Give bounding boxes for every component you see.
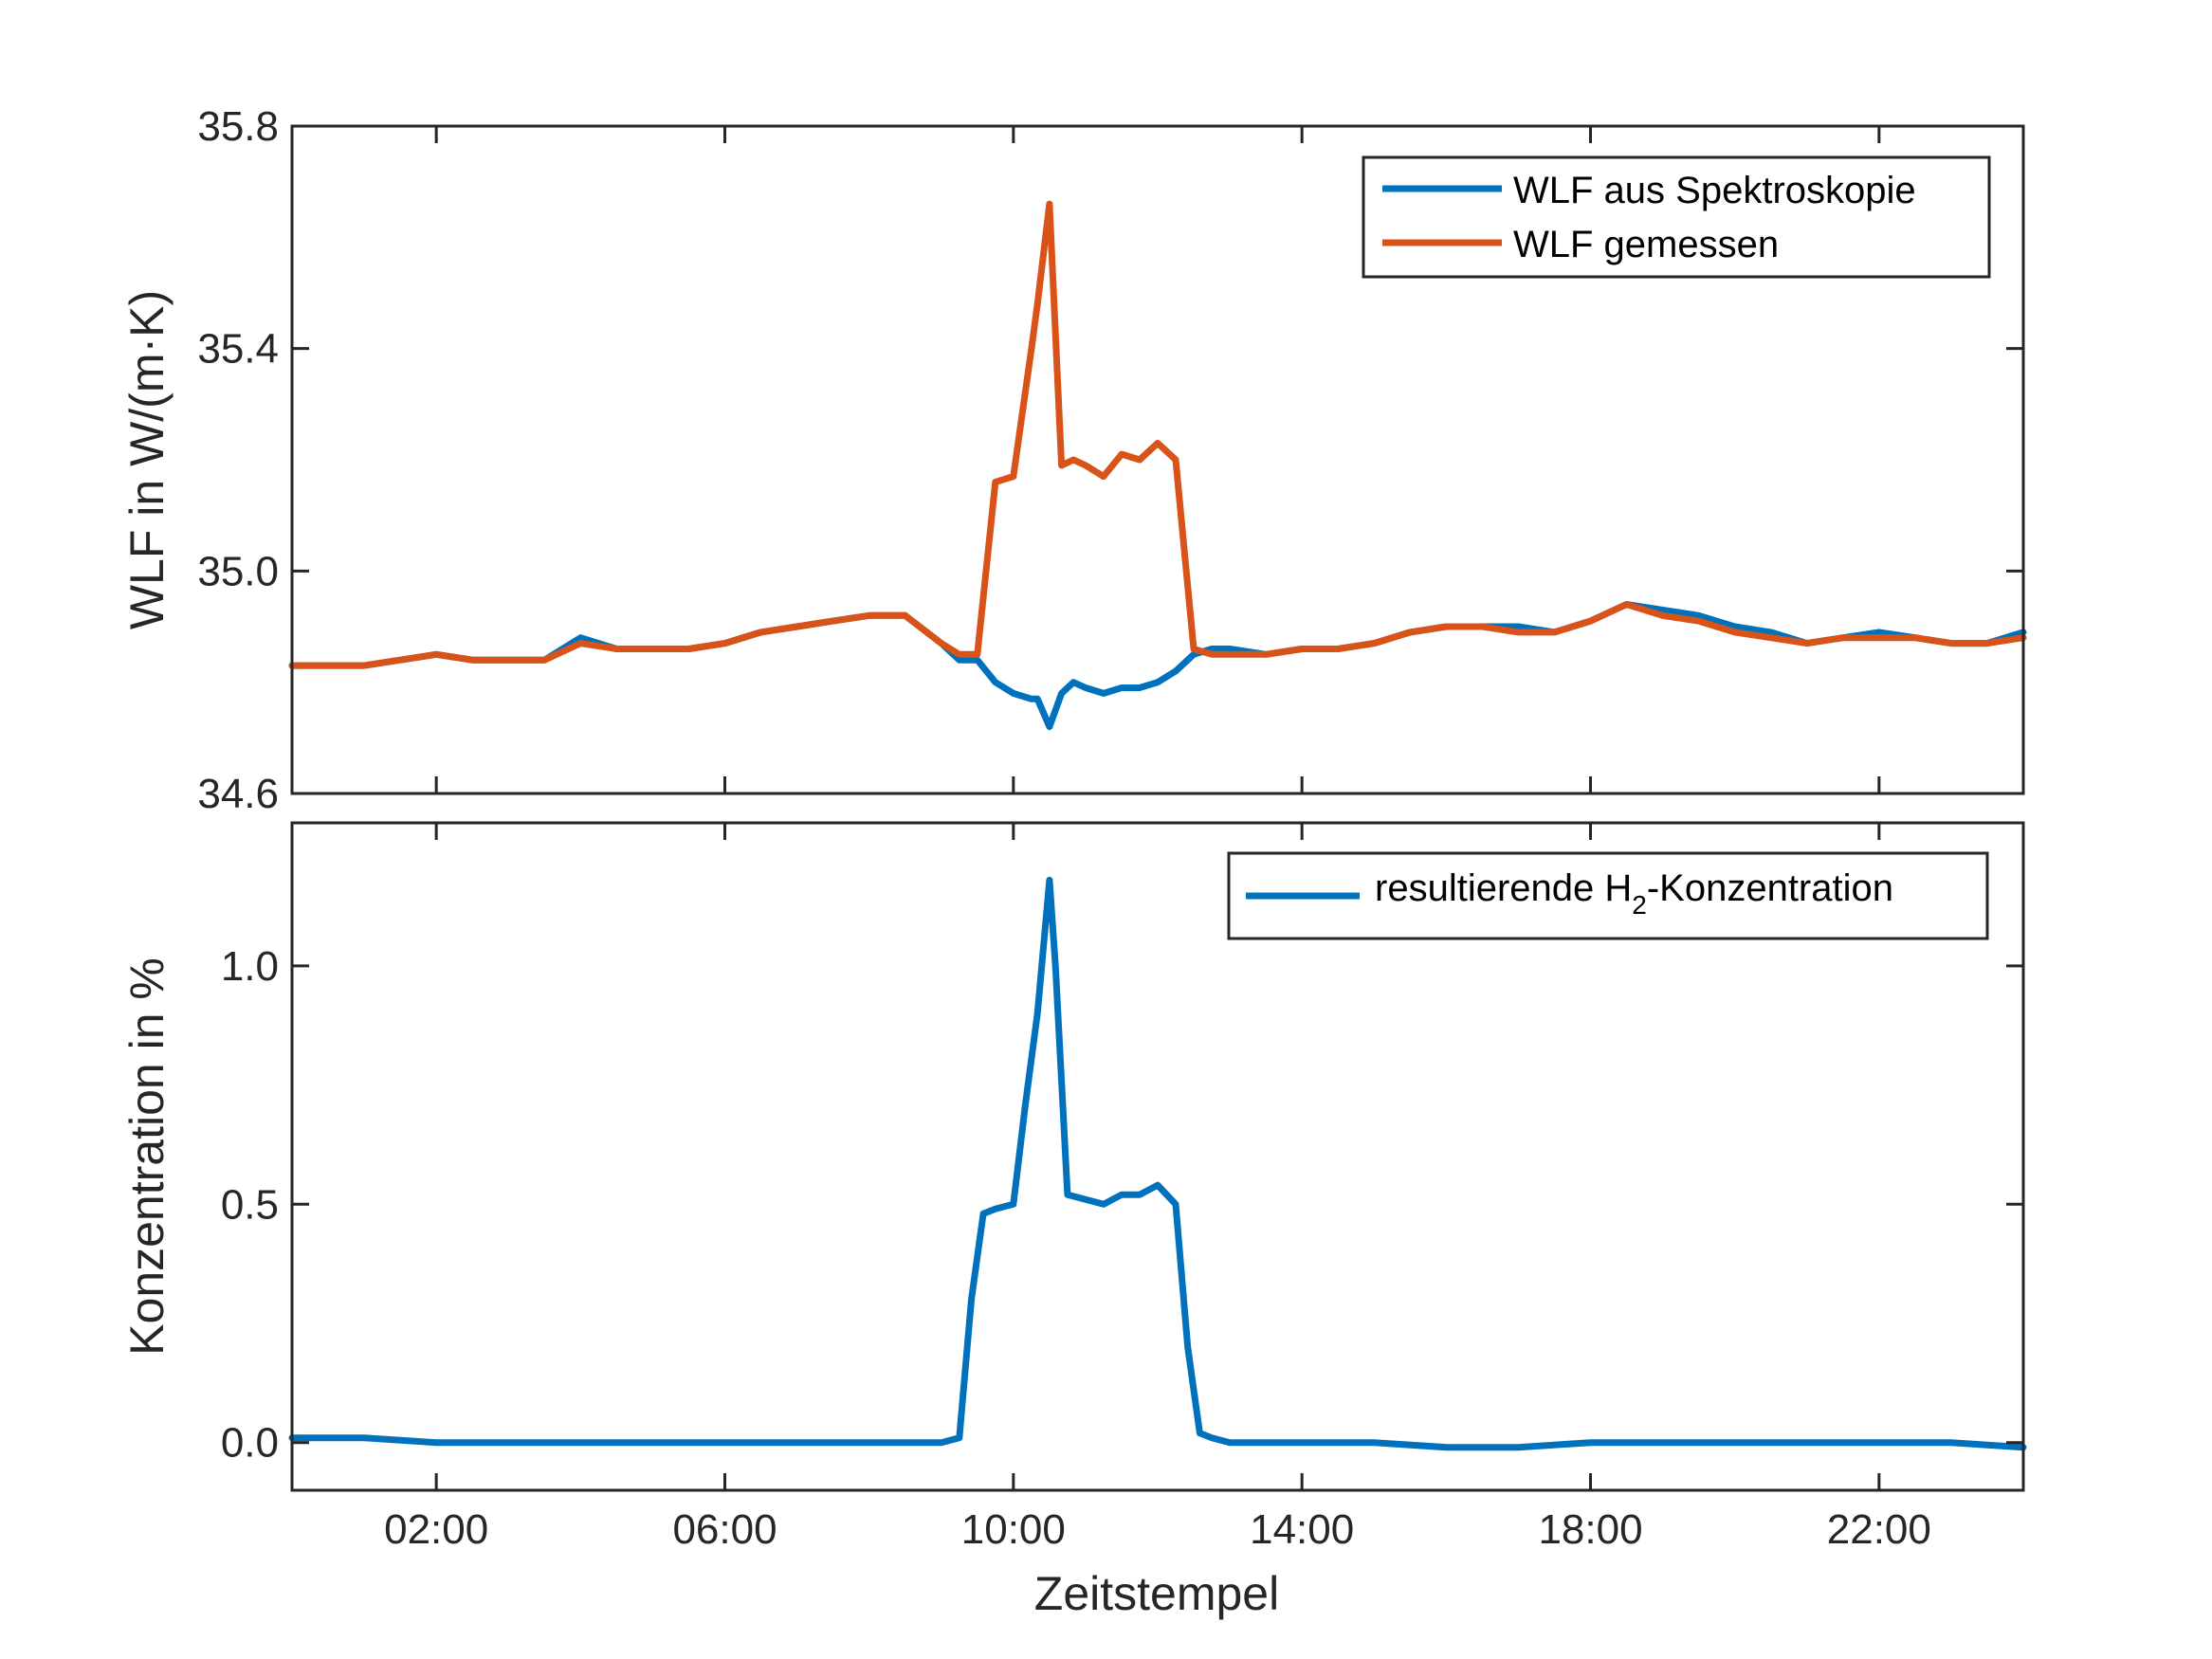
- top-axes: 34.6 35.0 35.4 35.8 WLF in W/(m·K) WLF aus …: [120, 103, 2027, 817]
- top-y-axis-label: WLF in W/(m·K): [120, 290, 174, 629]
- top-series-layer: [288, 200, 2027, 731]
- bottom-series-layer: [288, 876, 2027, 1451]
- bottom-y-ticks: 0.0 0.5 1.0: [221, 943, 2023, 1467]
- bottom-axes: 0.0 0.5 1.0 02:00 06:00 10:00 14:00 18:00 22:00…: [120, 821, 2027, 1620]
- y-tick-label: 35.4: [197, 326, 279, 373]
- bottom-y-axis-label: Konzentration in %: [120, 957, 174, 1356]
- y-tick-label: 1.0: [221, 943, 279, 990]
- top-y-ticks: 34.6 35.0 35.4 35.8: [197, 103, 2023, 817]
- top-legend-box: [1362, 155, 1991, 279]
- y-tick-label: 34.6: [197, 771, 279, 817]
- series-line-h2-konzentration: [288, 876, 2027, 1451]
- y-tick-label: 35.0: [197, 548, 279, 594]
- bottom-legend: resultierende H2-Konzentration: [1227, 851, 1989, 940]
- y-tick-label: 35.8: [197, 103, 279, 150]
- x-tick-label: 14:00: [1250, 1506, 1354, 1553]
- series-line-wlf-gemessen: [288, 200, 2027, 669]
- legend-label-gemessen: WLF gemessen: [1513, 224, 1779, 265]
- series-line-wlf-spektroskopie: [288, 601, 2027, 731]
- legend-label-konzentration: resultierende H2-Konzentration: [1375, 867, 1893, 920]
- x-tick-label: 10:00: [961, 1506, 1066, 1553]
- x-axis-label: Zeitstempel: [1034, 1567, 1279, 1620]
- top-x-ticks: [434, 126, 1881, 793]
- bottom-axes-frame: [290, 821, 2025, 1492]
- y-tick-label: 0.0: [221, 1420, 279, 1467]
- top-legend: WLF aus Spektroskopie WLF gemessen: [1362, 155, 1991, 279]
- x-tick-label: 22:00: [1827, 1506, 1931, 1553]
- x-tick-label: 02:00: [384, 1506, 488, 1553]
- y-tick-label: 0.5: [221, 1181, 279, 1228]
- bottom-x-ticks: 02:00 06:00 10:00 14:00 18:00 22:00: [384, 823, 1931, 1553]
- x-tick-label: 06:00: [672, 1506, 777, 1553]
- x-tick-label: 18:00: [1538, 1506, 1642, 1553]
- legend-label-spektroskopie: WLF aus Spektroskopie: [1513, 170, 1916, 211]
- top-axes-frame: [290, 124, 2025, 795]
